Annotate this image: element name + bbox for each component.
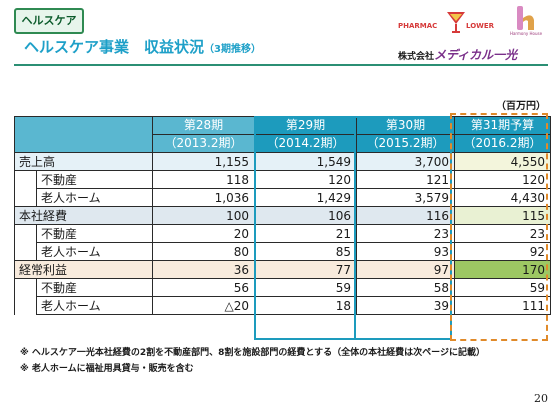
- table-row-op-realestate: 不動産 56 59 58 59: [14, 278, 551, 297]
- cell-value: 21: [254, 224, 357, 243]
- cell-value: 36: [152, 260, 255, 279]
- cell-value: 118: [152, 170, 255, 189]
- indent-cell: [14, 278, 37, 297]
- flower-glass-icon: [447, 12, 465, 33]
- pharmac-logo-left-text: PHARMAC: [398, 22, 438, 30]
- cell-value: 1,155: [152, 152, 255, 171]
- cell-value: 115: [454, 206, 551, 225]
- footnote-2: ※ 老人ホームに福祉用具貸与・販売を含む: [20, 364, 194, 374]
- cell-value: 58: [356, 278, 455, 297]
- table-row-ordinary-profit: 経常利益 36 77 97 170: [14, 260, 551, 279]
- cell-value: 20: [152, 224, 255, 243]
- cell-value: 116: [356, 206, 455, 225]
- row-label: 老人ホーム: [36, 296, 153, 315]
- cell-value: 18: [254, 296, 357, 315]
- company-prefix: 株式会社: [398, 52, 435, 62]
- row-label: 老人ホーム: [36, 242, 153, 261]
- cell-value: 77: [254, 260, 357, 279]
- footnotes: ※ ヘルスケア一光本社経費の2割を不動産部門、8割を施設部門の経費とする（全体の…: [20, 345, 550, 377]
- cell-value: 106: [254, 206, 357, 225]
- row-label: 不動産: [36, 170, 153, 189]
- table-row-hq-realestate: 不動産 20 21 23 23: [14, 224, 551, 243]
- cell-value: 59: [454, 278, 551, 297]
- cell-value: 59: [254, 278, 357, 297]
- indent-cell: [14, 224, 37, 243]
- harmony-house-text: Harmony House: [509, 31, 543, 36]
- page-title-main: ヘルスケア事業 収益状況: [24, 38, 205, 56]
- cell-value: 111: [454, 296, 551, 315]
- cell-value: 170: [454, 260, 551, 279]
- cell-value: 1,429: [254, 188, 357, 207]
- row-label: 経常利益: [14, 260, 153, 279]
- cell-value: 39: [356, 296, 455, 315]
- cell-value: 4,550: [454, 152, 551, 171]
- header-corner: [14, 116, 153, 153]
- footnote-1: ※ ヘルスケア一光本社経費の2割を不動産部門、8割を施設部門の経費とする（全体の…: [20, 348, 485, 358]
- col-period-31: （2016.2期）: [454, 134, 551, 153]
- page-title-sub: （3期推移）: [204, 44, 261, 55]
- row-label: 不動産: [36, 224, 153, 243]
- col-header-29: 第29期: [254, 116, 357, 135]
- cell-value: △20: [152, 296, 255, 315]
- table-row-sales-nursing: 老人ホーム 1,036 1,429 3,579 4,430: [14, 188, 551, 207]
- pharmac-flower-logo: PHARMAC LOWER: [398, 10, 494, 36]
- table-row-op-nursing: 老人ホーム △20 18 39 111: [14, 296, 551, 315]
- cell-value: 100: [152, 206, 255, 225]
- section-tag: ヘルスケア: [14, 8, 84, 34]
- cell-value: 3,700: [356, 152, 455, 171]
- cell-value: 80: [152, 242, 255, 261]
- table-header-row: 第28期 第29期 第30期 第31期予算: [14, 116, 551, 153]
- page-number: 20: [534, 392, 548, 405]
- cell-value: 23: [356, 224, 455, 243]
- col-period-28: （2013.2期）: [152, 134, 255, 153]
- title-divider: [14, 64, 548, 66]
- cell-value: 121: [356, 170, 455, 189]
- row-label: 老人ホーム: [36, 188, 153, 207]
- harmony-house-h-icon: [517, 6, 534, 30]
- row-label: 本社経費: [14, 206, 153, 225]
- col-period-30: （2015.2期）: [356, 134, 455, 153]
- cell-value: 1,549: [254, 152, 357, 171]
- cell-value: 56: [152, 278, 255, 297]
- col-header-28: 第28期: [152, 116, 255, 135]
- col-header-30: 第30期: [356, 116, 455, 135]
- unit-label: （百万円）: [496, 101, 546, 112]
- cell-value: 93: [356, 242, 455, 261]
- table-row-hq-expense: 本社経費 100 106 116 115: [14, 206, 551, 225]
- table-row-sales: 売上高 1,155 1,549 3,700 4,550: [14, 152, 551, 171]
- col-header-31: 第31期予算: [454, 116, 551, 135]
- pharmac-logo-right-text: LOWER: [466, 22, 495, 30]
- indent-cell: [14, 170, 37, 189]
- indent-cell: [14, 188, 37, 207]
- table-row-sales-realestate: 不動産 118 120 121 120: [14, 170, 551, 189]
- cell-value: 120: [454, 170, 551, 189]
- table-row-hq-nursing: 老人ホーム 80 85 93 92: [14, 242, 551, 261]
- revenue-table: 第28期 第29期 第30期 第31期予算 （2013.2期） （2014.2期…: [14, 116, 551, 315]
- company-name: 株式会社メディカル一光: [398, 44, 548, 62]
- cell-value: 1,036: [152, 188, 255, 207]
- table-header-period-row: （2013.2期） （2014.2期） （2015.2期） （2016.2期）: [15, 134, 551, 153]
- page-title: ヘルスケア事業 収益状況（3期推移）: [24, 36, 261, 57]
- cell-value: 3,579: [356, 188, 455, 207]
- cell-value: 4,430: [454, 188, 551, 207]
- harmony-house-logo: Harmony House: [508, 4, 544, 38]
- row-label: 売上高: [14, 152, 153, 171]
- cell-value: 120: [254, 170, 357, 189]
- cell-value: 97: [356, 260, 455, 279]
- cell-value: 23: [454, 224, 551, 243]
- company-brand: メディカル一光: [434, 48, 518, 62]
- indent-cell: [14, 242, 37, 261]
- row-label: 不動産: [36, 278, 153, 297]
- cell-value: 92: [454, 242, 551, 261]
- cell-value: 85: [254, 242, 357, 261]
- indent-cell: [14, 296, 37, 315]
- col-period-29: （2014.2期）: [254, 134, 357, 153]
